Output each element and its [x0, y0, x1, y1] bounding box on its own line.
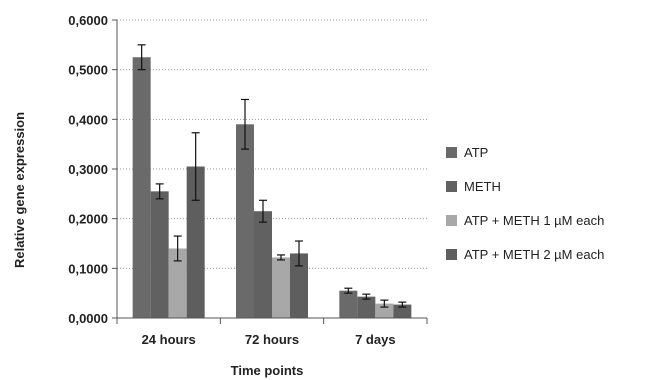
bar: [272, 257, 290, 318]
x-tick-label: 72 hours: [245, 332, 299, 347]
bar: [357, 296, 376, 318]
legend-swatch: [446, 181, 457, 192]
axes: [112, 19, 428, 324]
y-tick-label: 0,2000: [68, 212, 108, 227]
legend-swatch: [446, 215, 457, 226]
x-axis-title: Time points: [231, 363, 304, 378]
legend-label: ATP + METH 2 µM each: [464, 247, 604, 262]
bar: [186, 166, 205, 318]
y-tick-label: 0,1000: [68, 261, 108, 276]
legend: ATP METH ATP + METH 1 µM each ATP + METH 2 …: [446, 145, 604, 262]
x-tick-label: 24 hours: [142, 332, 196, 347]
legend-label: METH: [464, 179, 501, 194]
bar: [236, 124, 254, 318]
x-tick-label: 7 days: [355, 332, 395, 347]
y-tick-label: 0,0000: [68, 311, 108, 326]
legend-swatch: [446, 147, 457, 158]
y-axis-title: Relative gene expression: [12, 112, 27, 268]
bar: [339, 290, 358, 318]
legend-swatch: [446, 249, 457, 260]
legend-label: ATP: [464, 145, 488, 160]
y-tick-label: 0,4000: [68, 112, 108, 127]
y-tick-label: 0,5000: [68, 63, 108, 78]
bar: [150, 191, 169, 318]
bar: [254, 211, 272, 318]
y-tick-label: 0,3000: [68, 162, 108, 177]
tick-labels: 0,0000 0,1000 0,2000 0,3000 0,4000 0,5000 0,60…: [68, 13, 395, 347]
bar: [375, 303, 394, 318]
legend-label: ATP + METH 1 µM each: [464, 213, 604, 228]
bar: [168, 248, 187, 318]
bars: [132, 44, 412, 318]
bar: [132, 57, 151, 318]
y-tick-label: 0,6000: [68, 13, 108, 28]
bar: [393, 304, 412, 318]
bar: [290, 253, 308, 318]
